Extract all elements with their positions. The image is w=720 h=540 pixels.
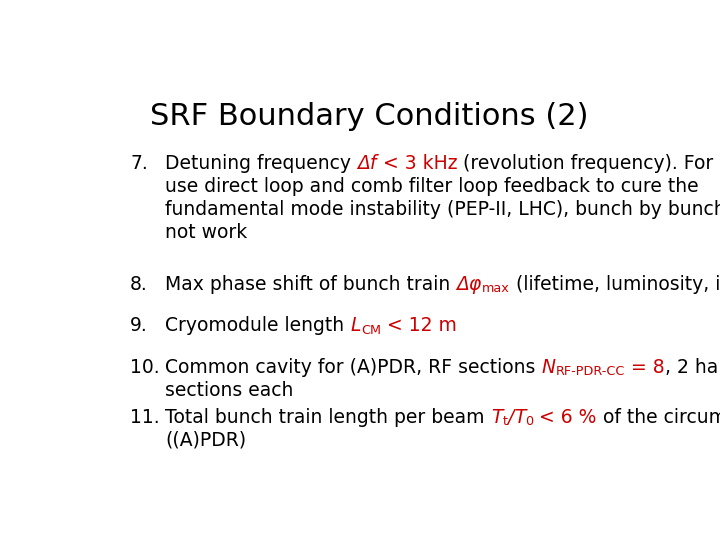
Text: sections each: sections each	[166, 381, 294, 400]
Text: 8.: 8.	[130, 275, 148, 294]
Text: Common cavity for (A)PDR, RF sections: Common cavity for (A)PDR, RF sections	[166, 358, 541, 377]
Text: CM: CM	[361, 324, 381, 337]
Text: T: T	[491, 408, 503, 427]
Text: < 12 m: < 12 m	[381, 316, 456, 335]
Text: use direct loop and comb filter loop feedback to cure the: use direct loop and comb filter loop fee…	[166, 177, 699, 196]
Text: 9.: 9.	[130, 316, 148, 335]
Text: SRF Boundary Conditions (2): SRF Boundary Conditions (2)	[150, 102, 588, 131]
Text: Total bunch train length per beam: Total bunch train length per beam	[166, 408, 491, 427]
Text: max: max	[482, 282, 510, 295]
Text: Cryomodule length: Cryomodule length	[166, 316, 351, 335]
Text: N: N	[541, 358, 556, 377]
Text: Detuning frequency: Detuning frequency	[166, 154, 357, 173]
Text: (lifetime, luminosity, instability): (lifetime, luminosity, instability)	[510, 275, 720, 294]
Text: 10.: 10.	[130, 358, 160, 377]
Text: Max phase shift of bunch train: Max phase shift of bunch train	[166, 275, 456, 294]
Text: not work: not work	[166, 223, 248, 242]
Text: 7.: 7.	[130, 154, 148, 173]
Text: < 3 kHz: < 3 kHz	[377, 154, 457, 173]
Text: (revolution frequency). For HL-W&Z,: (revolution frequency). For HL-W&Z,	[457, 154, 720, 173]
Text: ((A)PDR): ((A)PDR)	[166, 431, 246, 450]
Text: RF-PDR-CC: RF-PDR-CC	[556, 366, 625, 379]
Text: 11.: 11.	[130, 408, 160, 427]
Text: 0: 0	[525, 415, 534, 428]
Text: /: /	[508, 408, 513, 427]
Text: T: T	[513, 408, 525, 427]
Text: = 8: = 8	[625, 358, 665, 377]
Text: < 6 %: < 6 %	[534, 408, 597, 427]
Text: t: t	[503, 415, 508, 428]
Text: of the circumference: of the circumference	[597, 408, 720, 427]
Text: fundamental mode instability (PEP-II, LHC), bunch by bunch may: fundamental mode instability (PEP-II, LH…	[166, 200, 720, 219]
Text: Δφ: Δφ	[456, 275, 482, 294]
Text: L: L	[351, 316, 361, 335]
Text: Δf: Δf	[357, 154, 377, 173]
Text: , 2 half: , 2 half	[665, 358, 720, 377]
